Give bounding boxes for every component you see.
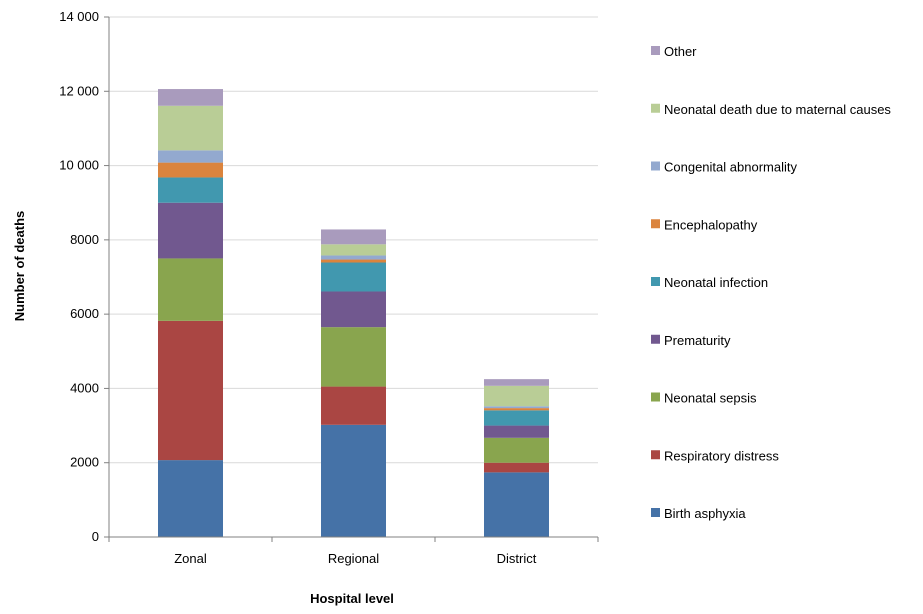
bar-segment: [158, 150, 223, 163]
legend-label: Encephalopathy: [664, 217, 758, 232]
bar-segment: [321, 386, 386, 425]
bar-segment: [158, 177, 223, 203]
legend-swatch: [651, 161, 660, 171]
x-axis-label: Hospital level: [310, 591, 394, 606]
bar-segment: [158, 162, 223, 178]
y-tick-label: 0: [92, 529, 99, 544]
legend-swatch: [651, 277, 660, 286]
legend-label: Congenital abnormality: [664, 160, 797, 175]
bar-segment: [484, 410, 549, 426]
bar-segment: [484, 462, 549, 473]
bar-segment: [484, 425, 549, 438]
bar-segment: [321, 262, 386, 292]
legend-label: Respiratory distress: [664, 448, 779, 463]
legend-label: Neonatal sepsis: [664, 391, 757, 406]
y-tick-label: 10 000: [59, 158, 99, 173]
bar-segment: [158, 460, 223, 537]
legend-swatch: [651, 334, 660, 344]
bar-segment: [321, 229, 386, 245]
bar-segment: [484, 472, 549, 537]
bar-segment: [321, 259, 386, 263]
bars: [158, 89, 549, 537]
y-tick-label: 6000: [70, 306, 99, 321]
bar-segment: [321, 424, 386, 537]
legend: Other Neonatal death due to maternal caus…: [651, 44, 891, 521]
legend-swatch: [651, 103, 660, 113]
legend-swatch: [651, 219, 660, 229]
legend-label: Neonatal death due to maternal causes: [664, 102, 891, 117]
y-tick-label: 4000: [70, 380, 99, 395]
legend-swatch: [651, 450, 660, 460]
legend-label: Other: [664, 44, 697, 59]
legend-label: Neonatal infection: [664, 275, 768, 290]
y-axis-label: Number of deaths: [12, 211, 27, 322]
bar-segment: [158, 105, 223, 151]
axes: 0 2000 4000 6000 8000 10 000 12 000 14 000 Zonal…: [59, 9, 599, 566]
bar-segment: [158, 89, 223, 106]
y-tick-label: 14 000: [59, 9, 99, 24]
x-tick-label: Zonal: [174, 551, 207, 566]
y-tick-label: 2000: [70, 455, 99, 470]
bar-segment: [484, 379, 549, 386]
legend-swatch: [651, 392, 660, 402]
legend-swatch: [651, 46, 660, 55]
bar-segment: [321, 244, 386, 256]
bar-segment: [321, 327, 386, 387]
bar-segment: [321, 291, 386, 328]
bar-segment: [158, 202, 223, 259]
x-tick-label: Regional: [328, 551, 379, 566]
bar-segment: [484, 408, 549, 411]
bar-segment: [484, 406, 549, 409]
x-tick-label: District: [497, 551, 537, 566]
bar-segment: [158, 320, 223, 461]
legend-label: Birth asphyxia: [664, 506, 746, 521]
y-tick-label: 12 000: [59, 83, 99, 98]
y-tick-label: 8000: [70, 232, 99, 247]
bar-segment: [321, 255, 386, 260]
bar-segment: [484, 385, 549, 407]
bar-segment: [484, 437, 549, 463]
legend-swatch: [651, 508, 660, 517]
legend-label: Prematurity: [664, 333, 731, 348]
bar-segment: [158, 258, 223, 321]
